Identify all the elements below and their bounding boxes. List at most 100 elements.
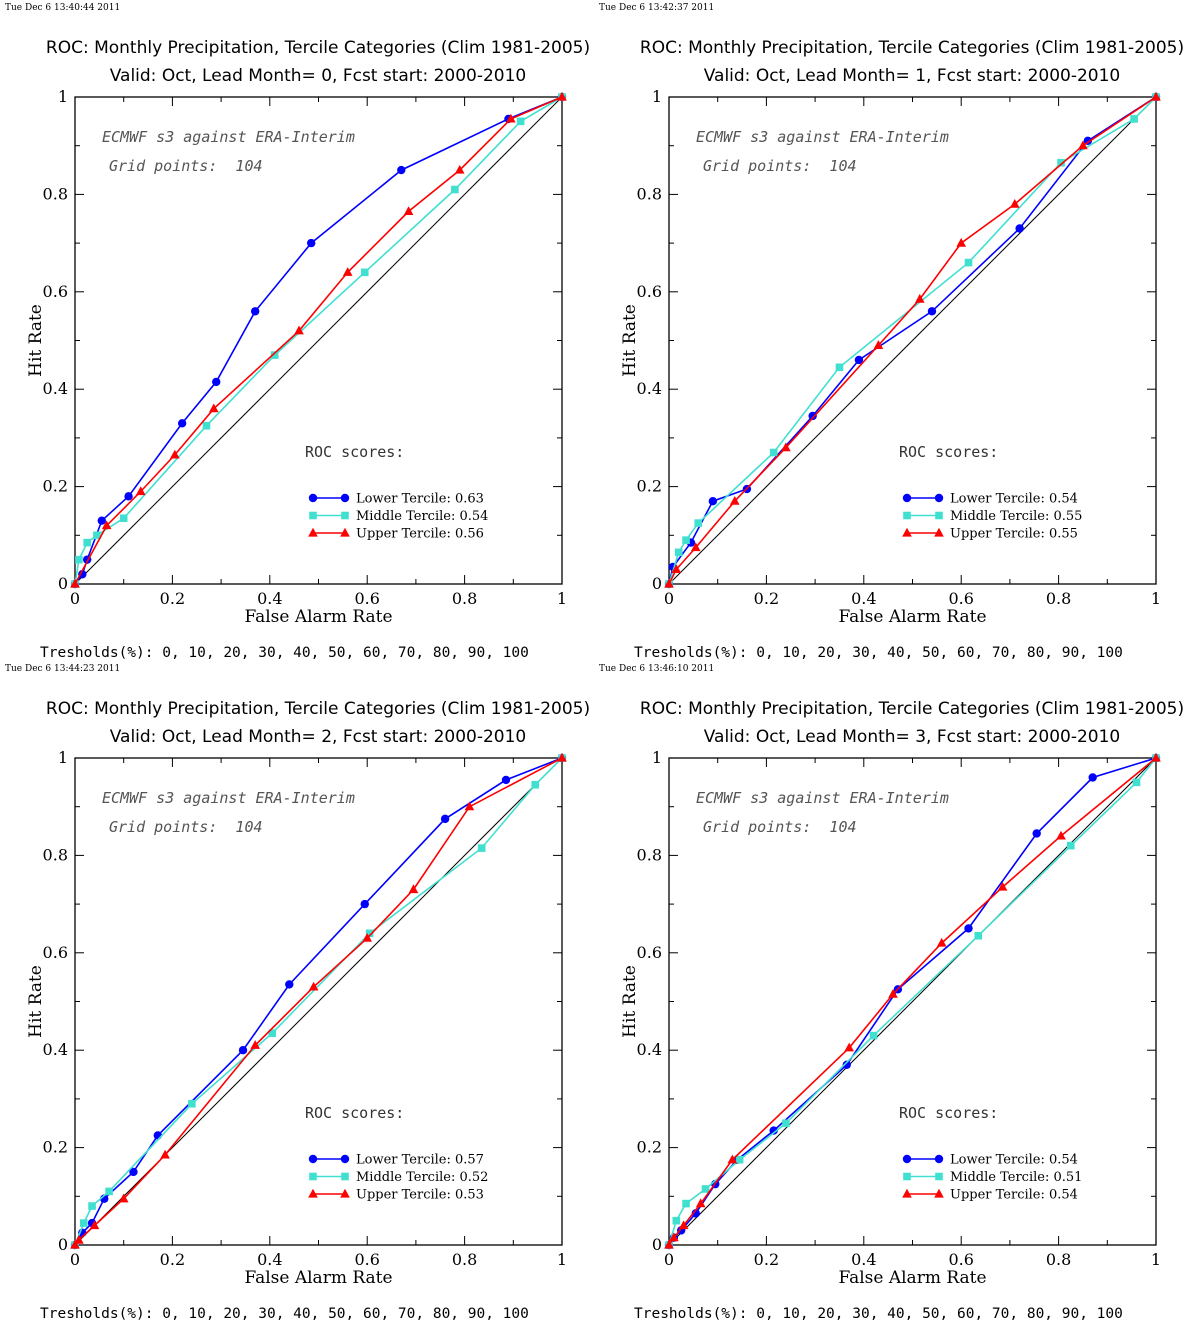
roc-scores-label: ROC scores: (305, 1104, 404, 1122)
y-axis-label: Hit Rate (26, 965, 46, 1038)
data-point-upper (1009, 198, 1020, 208)
data-point-upper (664, 578, 674, 588)
x-tick-label: 0.8 (452, 589, 477, 608)
x-axis-label: False Alarm Rate (244, 607, 392, 627)
y-tick-label: 0 (58, 574, 68, 593)
legend-label: Middle Tercile: 0.55 (950, 509, 1082, 524)
data-point-lower (250, 307, 260, 316)
model-annotation: ECMWF s3 against ERA-Interim (696, 128, 949, 146)
data-point-lower (360, 899, 369, 909)
legend-marker (341, 511, 349, 520)
data-point-lower (78, 570, 87, 579)
data-point-middle (694, 519, 703, 527)
roc-panel-lead-1: Tue Dec 6 13:42:37 2011 ROC: Monthly Prec… (594, 0, 1187, 661)
data-point-upper (956, 237, 966, 247)
data-point-upper (506, 113, 516, 123)
data-point-middle (701, 1185, 710, 1193)
data-point-middle (75, 555, 83, 564)
data-point-upper (844, 1042, 854, 1052)
legend-entry-upper: Upper Tercile: 0.56 (308, 527, 484, 542)
data-point-lower (238, 1046, 248, 1055)
data-point-upper (997, 881, 1008, 891)
legend-marker (340, 1188, 350, 1198)
legend-marker (341, 1172, 349, 1181)
roc-chart: Tue Dec 6 13:40:44 2011 ROC: Monthly Prec… (5, 3, 590, 661)
y-tick-label: 0.6 (637, 282, 662, 301)
roc-chart: Tue Dec 6 13:46:10 2011 ROC: Monthly Prec… (599, 664, 1184, 1322)
data-point-middle (682, 1199, 690, 1208)
x-tick-label: 1 (1151, 1250, 1161, 1269)
data-point-upper (678, 1220, 689, 1230)
data-point-upper (362, 932, 372, 942)
gridpoints-annotation: Grid points: 104 (109, 157, 263, 175)
data-point-upper (70, 1239, 80, 1249)
data-point-lower (153, 1131, 162, 1140)
legend-marker (902, 1154, 912, 1164)
y-tick-label: 0.2 (43, 477, 68, 496)
data-point-upper (170, 449, 180, 459)
data-point-middle (1130, 115, 1138, 123)
x-axis-label: False Alarm Rate (244, 1268, 392, 1288)
x-tick-label: 1 (1151, 589, 1161, 608)
roc-scores-label: ROC scores: (899, 1104, 998, 1122)
data-point-middle (516, 117, 525, 126)
plot-timestamp: Tue Dec 6 13:44:23 2011 (5, 664, 120, 674)
roc-scores-label: ROC scores: (305, 443, 404, 461)
data-point-middle (964, 258, 973, 267)
series-middle-tercile (71, 93, 566, 588)
x-tick-label: 0.8 (1046, 1250, 1071, 1269)
no-skill-diagonal (668, 757, 1157, 1246)
data-point-upper (915, 293, 925, 303)
legend-marker (934, 527, 944, 537)
data-point-middle (202, 421, 211, 430)
legend-label: Lower Tercile: 0.63 (356, 492, 484, 507)
x-tick-label: 0 (664, 1250, 674, 1269)
legend-label: Lower Tercile: 0.54 (950, 1153, 1078, 1168)
data-point-middle (835, 363, 844, 372)
data-point-upper (208, 403, 219, 413)
data-point-lower (124, 492, 133, 501)
y-tick-label: 0 (652, 1235, 662, 1254)
data-point-upper (308, 981, 319, 991)
series-line-middle (74, 757, 563, 1246)
data-point-upper (695, 1198, 706, 1208)
y-tick-label: 1 (58, 748, 68, 767)
data-point-middle (672, 1216, 681, 1225)
y-tick-label: 0.6 (43, 943, 68, 962)
x-tick-label: 0.2 (754, 1250, 779, 1269)
legend-marker (902, 1188, 912, 1198)
x-tick-label: 0 (70, 589, 80, 608)
data-point-upper (403, 206, 414, 216)
data-point-upper (118, 1193, 129, 1203)
gridpoints-annotation: Grid points: 104 (703, 818, 857, 836)
legend-label: Lower Tercile: 0.54 (950, 492, 1078, 507)
series-upper-tercile (664, 752, 1161, 1249)
legend-marker (308, 493, 318, 503)
chart-title: ROC: Monthly Precipitation, Tercile Cate… (46, 699, 590, 719)
data-point-middle (735, 1155, 744, 1164)
y-tick-label: 0.4 (43, 379, 68, 398)
data-point-lower (808, 411, 817, 421)
chart-title: ROC: Monthly Precipitation, Tercile Cate… (640, 38, 1184, 58)
data-point-upper (557, 91, 567, 101)
y-tick-label: 0.8 (43, 845, 68, 864)
data-point-middle (119, 514, 128, 523)
thresholds-note: Tresholds(%): 0, 10, 20, 30, 40, 50, 60,… (40, 1306, 529, 1322)
model-annotation: ECMWF s3 against ERA-Interim (102, 128, 355, 146)
gridpoints-annotation: Grid points: 104 (109, 818, 263, 836)
y-tick-label: 0 (58, 1235, 68, 1254)
data-point-upper (1078, 140, 1088, 150)
chart-subtitle: Valid: Oct, Lead Month= 0, Fcst start: 2… (110, 66, 527, 86)
x-tick-label: 1 (557, 1250, 567, 1269)
legend-marker (934, 1154, 944, 1164)
legend-marker (934, 1188, 944, 1198)
legend-label: Upper Tercile: 0.54 (950, 1188, 1078, 1203)
series-upper-tercile (664, 91, 1161, 588)
data-point-lower (129, 1167, 138, 1177)
data-point-lower (1015, 224, 1024, 233)
y-tick-label: 0.2 (43, 1138, 68, 1157)
data-point-lower (306, 238, 316, 248)
data-point-middle (869, 1031, 878, 1040)
data-point-middle (1132, 778, 1141, 787)
data-point-upper (294, 325, 304, 335)
